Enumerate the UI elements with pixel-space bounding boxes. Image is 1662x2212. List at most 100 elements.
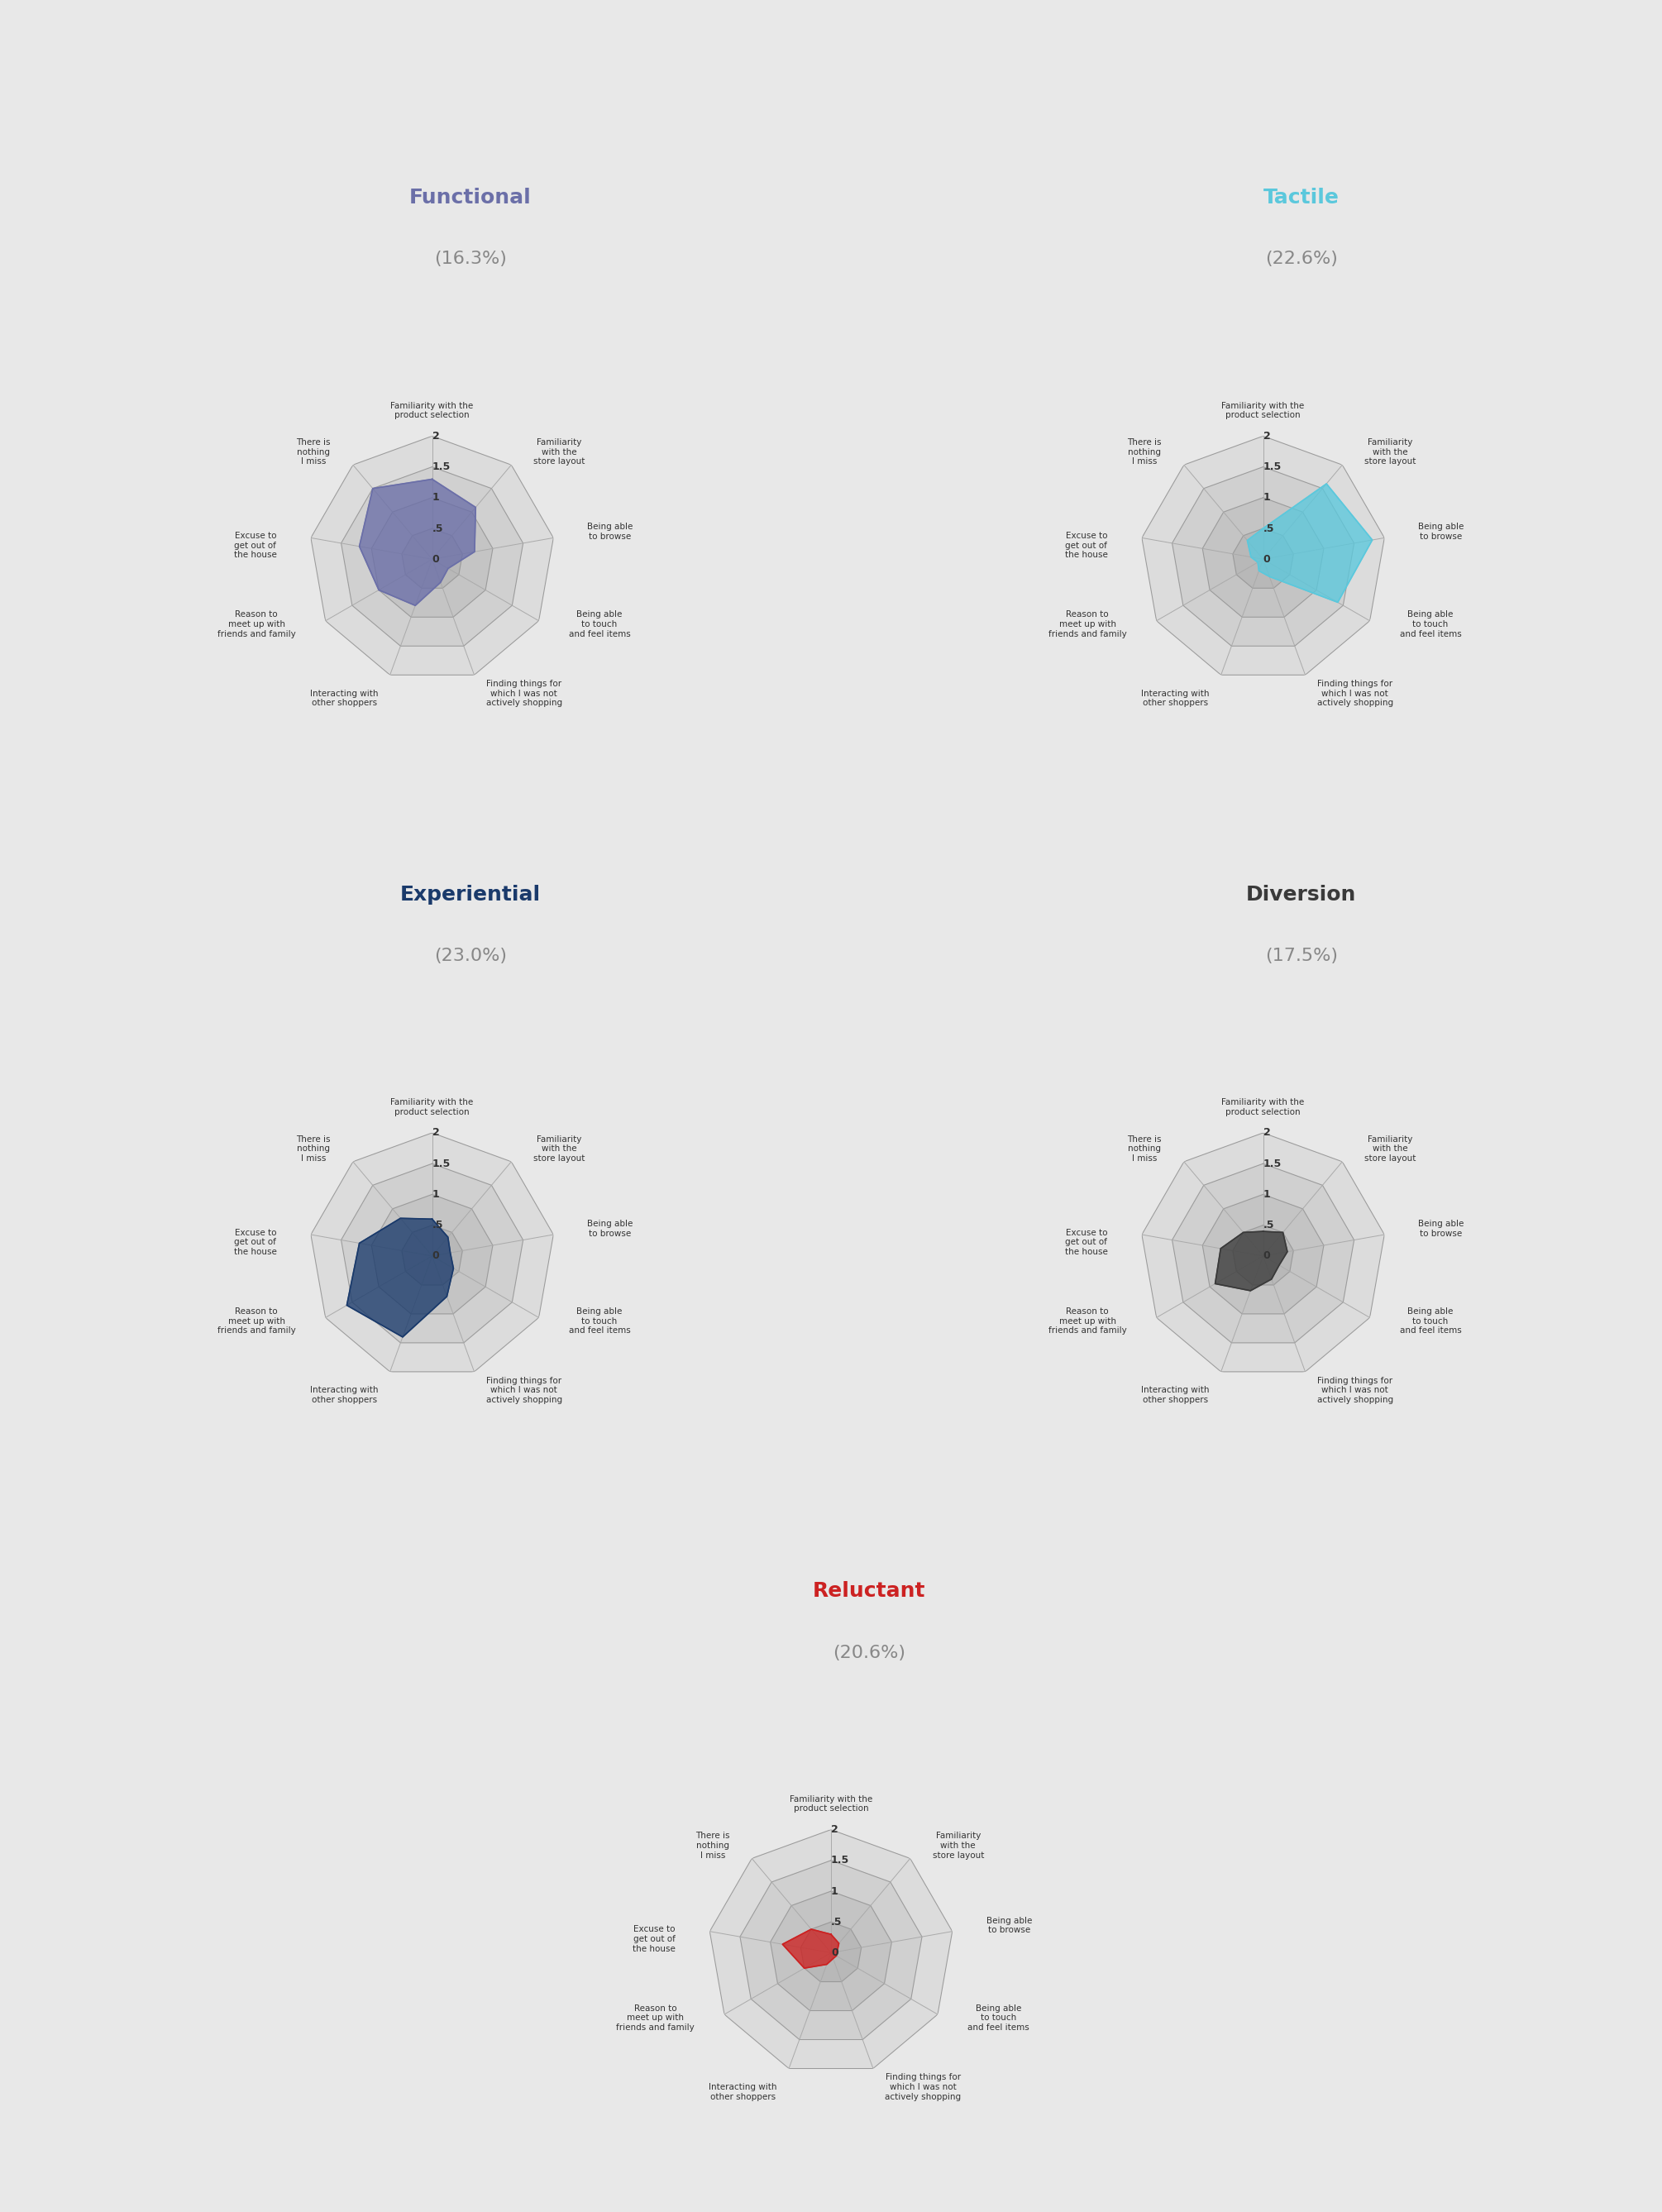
Text: 2: 2: [432, 1128, 439, 1139]
Text: Interacting with
other shoppers: Interacting with other shoppers: [710, 2084, 778, 2101]
Text: 1: 1: [432, 1190, 439, 1199]
Text: Being able
to touch
and feel items: Being able to touch and feel items: [967, 2004, 1029, 2031]
Polygon shape: [1142, 436, 1384, 675]
Text: There is
nothing
I miss: There is nothing I miss: [1127, 438, 1162, 467]
Text: Finding things for
which I was not
actively shopping: Finding things for which I was not activ…: [1316, 1376, 1393, 1405]
Text: Finding things for
which I was not
actively shopping: Finding things for which I was not activ…: [884, 2073, 961, 2101]
Text: 1.5: 1.5: [432, 1159, 450, 1168]
Polygon shape: [771, 1891, 891, 2011]
Polygon shape: [1233, 529, 1293, 588]
Text: Finding things for
which I was not
actively shopping: Finding things for which I was not activ…: [485, 1376, 562, 1405]
Text: 1.5: 1.5: [432, 462, 450, 471]
Text: .5: .5: [1263, 522, 1275, 533]
Polygon shape: [372, 498, 492, 617]
Text: (16.3%): (16.3%): [434, 250, 507, 268]
Text: Excuse to
get out of
the house: Excuse to get out of the house: [633, 1924, 676, 1953]
Polygon shape: [402, 1225, 462, 1285]
Text: 1: 1: [831, 1887, 838, 1896]
Text: (22.6%): (22.6%): [1265, 250, 1338, 268]
Text: 0: 0: [831, 1947, 838, 1958]
Text: 1.5: 1.5: [831, 1856, 849, 1865]
Polygon shape: [1172, 467, 1355, 646]
Text: Excuse to
get out of
the house: Excuse to get out of the house: [234, 531, 278, 560]
Text: Being able
to touch
and feel items: Being able to touch and feel items: [1399, 1307, 1461, 1334]
Text: Reason to
meet up with
friends and family: Reason to meet up with friends and famil…: [218, 1307, 296, 1334]
Text: Interacting with
other shoppers: Interacting with other shoppers: [1142, 1387, 1210, 1405]
Text: There is
nothing
I miss: There is nothing I miss: [296, 438, 331, 467]
Text: Finding things for
which I was not
actively shopping: Finding things for which I was not activ…: [485, 679, 562, 708]
Text: Being able
to touch
and feel items: Being able to touch and feel items: [568, 611, 630, 637]
Text: Familiarity
with the
store layout: Familiarity with the store layout: [1365, 438, 1416, 467]
Text: 0: 0: [1263, 553, 1270, 564]
Text: Being able
to browse: Being able to browse: [587, 522, 633, 540]
Text: 2: 2: [1263, 431, 1270, 442]
Polygon shape: [1246, 484, 1373, 602]
Text: Being able
to browse: Being able to browse: [587, 1219, 633, 1237]
Text: Excuse to
get out of
the house: Excuse to get out of the house: [234, 1228, 278, 1256]
Polygon shape: [1172, 1164, 1355, 1343]
Text: 0: 0: [432, 1250, 439, 1261]
Polygon shape: [1203, 498, 1323, 617]
Polygon shape: [402, 529, 462, 588]
Polygon shape: [1233, 1225, 1293, 1285]
Text: 1.5: 1.5: [1263, 462, 1281, 471]
Text: Reason to
meet up with
friends and family: Reason to meet up with friends and famil…: [617, 2004, 695, 2031]
Text: Excuse to
get out of
the house: Excuse to get out of the house: [1065, 531, 1109, 560]
Text: Reason to
meet up with
friends and family: Reason to meet up with friends and famil…: [1049, 611, 1127, 637]
Text: Familiarity with the
product selection: Familiarity with the product selection: [391, 1099, 474, 1117]
Text: Tactile: Tactile: [1263, 188, 1340, 208]
Text: 1: 1: [1263, 1190, 1270, 1199]
Text: Familiarity with the
product selection: Familiarity with the product selection: [789, 1796, 873, 1814]
Text: 2: 2: [831, 1825, 838, 1836]
Text: There is
nothing
I miss: There is nothing I miss: [1127, 1135, 1162, 1164]
Text: Reason to
meet up with
friends and family: Reason to meet up with friends and famil…: [1049, 1307, 1127, 1334]
Text: Interacting with
other shoppers: Interacting with other shoppers: [1142, 690, 1210, 708]
Polygon shape: [347, 1219, 454, 1336]
Text: .5: .5: [432, 522, 444, 533]
Text: Experiential: Experiential: [401, 885, 540, 905]
Text: Familiarity
with the
store layout: Familiarity with the store layout: [534, 1135, 585, 1164]
Polygon shape: [359, 480, 475, 606]
Text: There is
nothing
I miss: There is nothing I miss: [695, 1832, 730, 1860]
Text: (23.0%): (23.0%): [434, 947, 507, 964]
Text: Familiarity with the
product selection: Familiarity with the product selection: [391, 403, 474, 420]
Polygon shape: [372, 1194, 492, 1314]
Polygon shape: [1142, 1133, 1384, 1371]
Text: Finding things for
which I was not
actively shopping: Finding things for which I was not activ…: [1316, 679, 1393, 708]
Text: Interacting with
other shoppers: Interacting with other shoppers: [311, 690, 379, 708]
Text: 2: 2: [1263, 1128, 1270, 1139]
Text: Being able
to browse: Being able to browse: [1418, 1219, 1464, 1237]
Text: 0: 0: [432, 553, 439, 564]
Text: Being able
to browse: Being able to browse: [986, 1916, 1032, 1933]
Polygon shape: [1215, 1232, 1288, 1292]
Text: 1: 1: [1263, 493, 1270, 502]
Polygon shape: [801, 1922, 861, 1982]
Text: Being able
to browse: Being able to browse: [1418, 522, 1464, 540]
Polygon shape: [311, 436, 553, 675]
Polygon shape: [341, 467, 524, 646]
Polygon shape: [341, 1164, 524, 1343]
Text: .5: .5: [432, 1219, 444, 1230]
Text: Familiarity with the
product selection: Familiarity with the product selection: [1222, 1099, 1305, 1117]
Text: Diversion: Diversion: [1246, 885, 1356, 905]
Text: Familiarity with the
product selection: Familiarity with the product selection: [1222, 403, 1305, 420]
Text: 1: 1: [432, 493, 439, 502]
Text: 2: 2: [432, 431, 439, 442]
Text: (17.5%): (17.5%): [1265, 947, 1338, 964]
Text: Familiarity
with the
store layout: Familiarity with the store layout: [932, 1832, 984, 1860]
Text: .5: .5: [1263, 1219, 1275, 1230]
Text: (20.6%): (20.6%): [833, 1644, 906, 1661]
Text: 0: 0: [1263, 1250, 1270, 1261]
Text: Being able
to touch
and feel items: Being able to touch and feel items: [1399, 611, 1461, 637]
Polygon shape: [311, 1133, 553, 1371]
Polygon shape: [710, 1829, 952, 2068]
Text: Interacting with
other shoppers: Interacting with other shoppers: [311, 1387, 379, 1405]
Text: Reluctant: Reluctant: [813, 1582, 926, 1601]
Text: Reason to
meet up with
friends and family: Reason to meet up with friends and famil…: [218, 611, 296, 637]
Polygon shape: [740, 1860, 922, 2039]
Polygon shape: [1203, 1194, 1323, 1314]
Text: There is
nothing
I miss: There is nothing I miss: [296, 1135, 331, 1164]
Text: Functional: Functional: [409, 188, 532, 208]
Text: 1.5: 1.5: [1263, 1159, 1281, 1168]
Text: Familiarity
with the
store layout: Familiarity with the store layout: [1365, 1135, 1416, 1164]
